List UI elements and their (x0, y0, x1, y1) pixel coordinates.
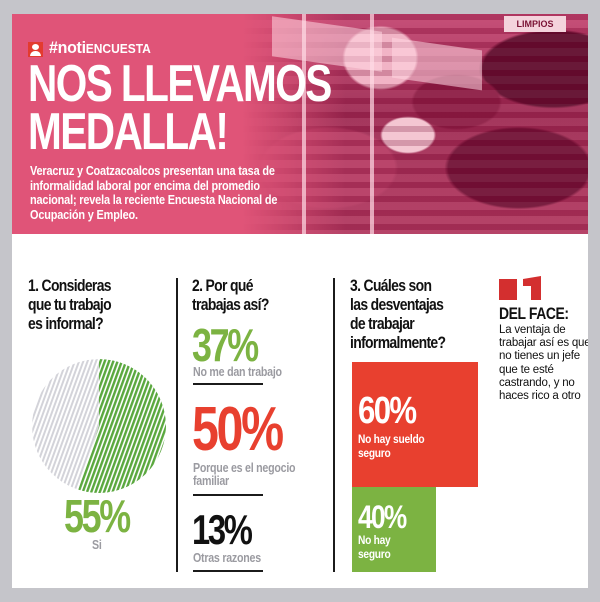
awning (392, 37, 482, 91)
q3-answer-2-label-line: No hay (358, 533, 391, 547)
q1-value: 55% (64, 490, 131, 542)
q3-title-line: las desventajas (350, 295, 444, 314)
page-title: NOS LLEVAMOS MEDALLA! (28, 55, 332, 161)
q2-title-line: trabajas así? (192, 295, 269, 314)
pole (302, 14, 306, 234)
q3-title: 3. Cuáles son las desventajas de trabaja… (350, 276, 446, 352)
header-banner: LIMPIOS #notiENCUESTA NOS LLEVAMOS MEDAL… (12, 14, 588, 234)
q2-title: 2. Por qué trabajas así? (192, 276, 269, 314)
pole (370, 14, 374, 234)
q3-answer-1-value: 60% (358, 390, 417, 432)
q2-answer-3-label: Otras razones (193, 550, 261, 565)
q3-title-line: 3. Cuáles son (350, 276, 432, 295)
hashtag-label: #notiENCUESTA (28, 40, 151, 58)
q1-title-line: que tu trabajo (28, 295, 112, 314)
hashtag-text: #notiENCUESTA (49, 40, 151, 59)
q2-answer-2-label: Porque es el negocio familiar (193, 460, 296, 488)
photo-sign: LIMPIOS (504, 16, 566, 32)
q2-title-line: 2. Por qué (192, 276, 253, 295)
q3-answer-1-block: 60% No hay sueldo seguro (352, 362, 478, 487)
q2-answer-3-value: 13% (192, 506, 253, 553)
q3-answer-1-label-line: seguro (358, 446, 391, 460)
q3-title-line: de trabajar (350, 314, 415, 333)
q2-answer-1-value: 37% (192, 319, 259, 371)
quote-icon (499, 276, 541, 300)
infographic: LIMPIOS #notiENCUESTA NOS LLEVAMOS MEDAL… (12, 14, 588, 588)
q3-answer-2-value: 40% (358, 499, 407, 535)
q2-answer-2-label-line: familiar (193, 473, 229, 488)
q1-title-line: es informal? (28, 314, 104, 333)
q3-answer-2-label: No hay seguro (358, 533, 391, 561)
q3-answer-2-block: 40% No hay seguro (352, 487, 436, 572)
separator (193, 383, 263, 385)
q3-answer-2-label-line: seguro (358, 547, 391, 561)
q2-answer-2-value: 50% (192, 395, 284, 464)
del-face-quote: La ventaja de trabajar así es que no tie… (499, 324, 588, 403)
q3-title-line: informalmente? (350, 333, 446, 352)
del-face-title: DEL FACE: (499, 304, 569, 323)
q2-answer-1-label: No me dan trabajo (193, 364, 282, 379)
subtitle: Veracruz y Coatzacoalcos presentan una t… (30, 163, 278, 222)
q1-title-line: 1. Consideras (28, 276, 112, 295)
title-line: NOS LLEVAMOS (28, 55, 332, 113)
column-divider (176, 278, 178, 572)
market-photo: LIMPIOS (242, 14, 588, 234)
separator (193, 570, 263, 572)
title-line: MEDALLA! (28, 103, 229, 161)
q3-answer-1-label-line: No hay sueldo (358, 432, 425, 446)
user-icon (28, 41, 43, 57)
q2-answer-2-label-line: Porque es el negocio (193, 460, 296, 475)
hashtag-suffix: ENCUESTA (85, 41, 151, 57)
hashtag-prefix: #noti (49, 39, 86, 58)
pie-svg (32, 359, 166, 493)
column-divider (333, 278, 335, 572)
q3-answer-1-label: No hay sueldo seguro (358, 432, 425, 460)
q1-label: Si (92, 537, 102, 552)
separator (193, 494, 263, 496)
q1-title: 1. Consideras que tu trabajo es informal… (28, 276, 112, 333)
q1-pie-chart (32, 359, 166, 493)
